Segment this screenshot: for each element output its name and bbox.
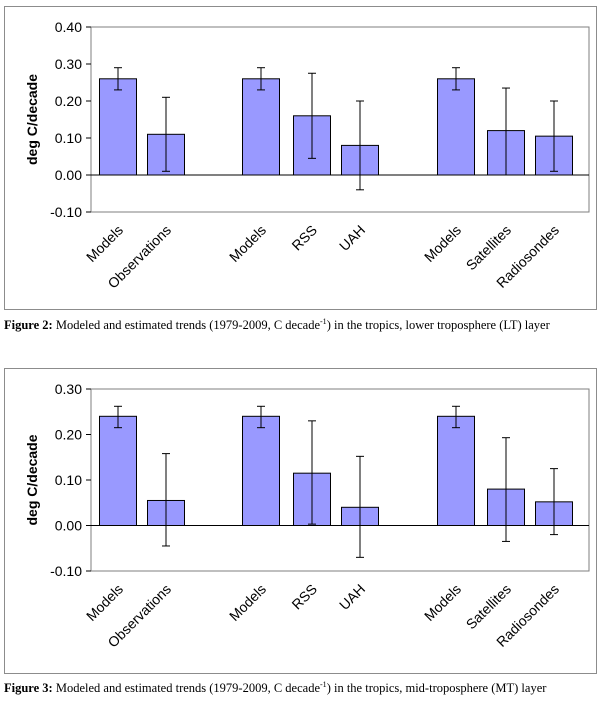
category-label: Models	[226, 581, 269, 624]
lt-trend-chart: 0.40 0.30 0.20 0.10 0.00 -0.10 deg C/decade Mod…	[24, 19, 590, 291]
bar	[437, 78, 475, 176]
y-axis-title: deg C/decade	[24, 434, 40, 525]
y-tick-label: 0.30	[55, 56, 82, 72]
bar	[437, 415, 475, 526]
bar	[99, 78, 137, 176]
bar	[242, 78, 280, 176]
y-tick-label: -0.10	[50, 204, 82, 220]
y-tick-label: 0.00	[55, 167, 82, 183]
y-tick-label: 0.10	[55, 130, 82, 146]
caption-text: Modeled and estimated trends (1979-2009,…	[52, 681, 321, 695]
category-label: Models	[83, 222, 126, 265]
category-label: Models	[421, 222, 464, 265]
y-tick-label: 0.20	[55, 93, 82, 109]
caption-text: ) in the tropics, mid-troposphere (MT) l…	[326, 681, 547, 695]
category-label: RSS	[288, 222, 320, 254]
caption-label: Figure 2:	[4, 318, 53, 332]
bar	[99, 415, 137, 526]
caption-label: Figure 3:	[4, 681, 53, 695]
y-tick-label: 0.00	[55, 518, 82, 534]
category-label: Models	[421, 581, 464, 624]
category-label: Models	[226, 222, 269, 265]
plot-area	[90, 26, 590, 213]
chart-panel-mt: 0.30 0.20 0.10 0.00 -0.10 deg C/decade Models O…	[4, 368, 597, 674]
category-label: UAH	[336, 581, 368, 613]
category-label: Models	[83, 581, 126, 624]
y-tick-label: 0.20	[55, 427, 82, 443]
y-tick-label: -0.10	[50, 563, 82, 579]
y-tick-label: 0.40	[55, 19, 82, 35]
caption-superscript: -1	[320, 679, 327, 689]
y-tick-label: 0.10	[55, 472, 82, 488]
figure-3-caption: Figure 3: Modeled and estimated trends (…	[4, 679, 596, 696]
caption-text: ) in the tropics, lower troposphere (LT)…	[326, 318, 550, 332]
bar	[242, 415, 280, 526]
y-tick-label: 0.30	[55, 381, 82, 397]
caption-superscript: -1	[320, 316, 327, 326]
caption-text: Modeled and estimated trends (1979-2009,…	[52, 318, 321, 332]
category-label: UAH	[336, 222, 368, 254]
y-axis-title: deg C/decade	[24, 74, 40, 165]
category-label: RSS	[288, 581, 320, 613]
chart-panel-lt: 0.40 0.30 0.20 0.10 0.00 -0.10 deg C/decade Mod…	[4, 6, 597, 310]
figure-2-caption: Figure 2: Modeled and estimated trends (…	[4, 316, 596, 333]
